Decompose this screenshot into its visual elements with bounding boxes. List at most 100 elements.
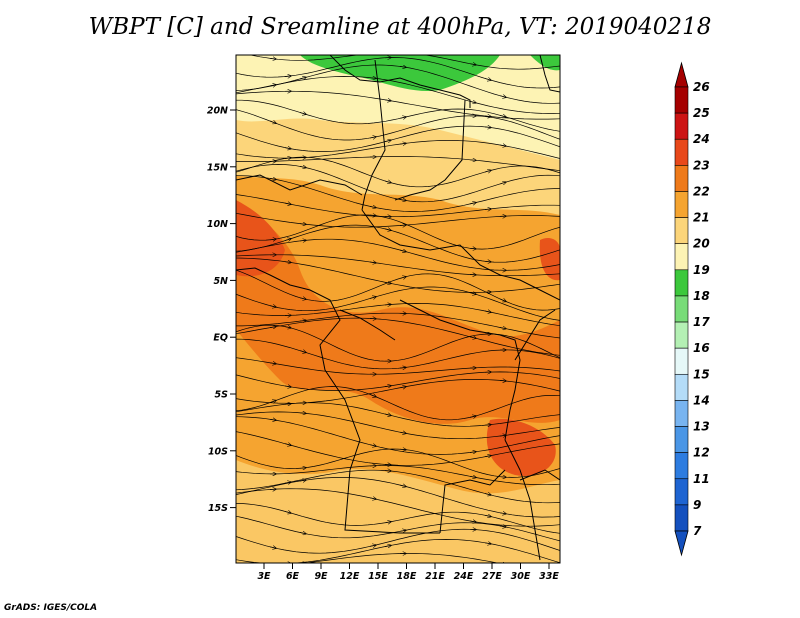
streamline-arrow (484, 543, 491, 544)
field-pale-north (236, 55, 560, 160)
streamline-arrow (399, 200, 406, 201)
streamline-arrow (370, 53, 376, 54)
streamline-arrow (384, 304, 391, 305)
lat-tick-label: 10N (207, 219, 228, 230)
streamline-arrow (299, 468, 306, 469)
streamline-arrow (299, 320, 306, 321)
colorbar-label: 25 (693, 106, 710, 120)
streamline-arrow (399, 449, 406, 450)
colorbar-swatch (674, 243, 689, 271)
lon-tick-label: 21E (425, 571, 445, 582)
colorbar-bottom-arrow (674, 530, 689, 557)
streamline-arrow (269, 121, 276, 123)
lat-tick-label: 15N (207, 162, 228, 173)
streamline-arrow (484, 116, 491, 117)
streamline-arrow (369, 545, 376, 546)
streamline-arrow (269, 327, 276, 328)
streamline-arrow (399, 387, 406, 388)
streamline-arrow (469, 64, 476, 65)
streamline-arrow (384, 140, 391, 142)
lat-tick-label: 10S (208, 446, 228, 457)
colorbar-swatch (674, 165, 689, 192)
streamline (303, 553, 500, 563)
streamline (236, 156, 560, 172)
streamline-arrow (299, 351, 306, 353)
streamline-arrow (469, 452, 476, 453)
streamline-arrow (399, 367, 406, 368)
streamline-arrow (269, 363, 276, 364)
colorbar-swatch (674, 191, 689, 218)
streamline-arrow (284, 148, 291, 149)
lon-tick-label: 9E (314, 571, 328, 582)
streamline (236, 317, 560, 356)
streamline-arrow (499, 513, 506, 514)
streamline-arrow (284, 203, 291, 204)
streamline-arrow (484, 456, 491, 457)
streamline-arrow (269, 419, 276, 420)
streamline-arrow (269, 306, 276, 308)
lon-tick-label: 27E (482, 571, 502, 582)
colorbar-top-arrow (674, 61, 689, 88)
streamline-arrow (269, 547, 276, 548)
field-green-north (300, 55, 500, 92)
streamline-arrow (269, 178, 276, 179)
streamline-arrow (499, 299, 506, 302)
streamline-arrow (369, 215, 376, 216)
streamline-arrow (299, 413, 306, 414)
colorbar-label: 21 (693, 211, 710, 225)
colorbar-label: 13 (693, 420, 710, 434)
field-red-orange-east (539, 238, 560, 281)
streamline-arrow (384, 522, 391, 523)
map-panel (236, 53, 560, 563)
streamline-arrow (484, 261, 491, 262)
streamline-arrow (484, 209, 491, 210)
colorbar-swatch (674, 373, 689, 401)
streamline-arrow (299, 224, 306, 225)
streamline-arrow (469, 416, 476, 418)
streamline-arrow (284, 404, 291, 405)
lat-tick-label: 15S (208, 503, 228, 514)
latitude-axis: 20N 15N 10N 5N EQ 5S 10S 15S (207, 106, 236, 514)
colorbar-label: 17 (693, 315, 710, 329)
streamline-arrow (399, 485, 406, 487)
streamline-arrow (284, 262, 291, 263)
streamline (248, 55, 560, 70)
field-light-orange-south (236, 460, 560, 563)
streamline (236, 76, 560, 114)
streamline-arrow (484, 127, 491, 128)
streamline-arrow (284, 444, 291, 446)
streamline-arrow (484, 494, 491, 496)
streamline-arrow (469, 101, 476, 103)
field-red-orange-southeast (486, 418, 556, 476)
colorbar-swatch (674, 112, 689, 140)
streamline-arrow (484, 515, 491, 516)
colorbar-label: 26 (693, 80, 710, 94)
colorbar-label: 11 (693, 472, 710, 486)
streamline-arrow (484, 78, 491, 80)
streamline (236, 528, 560, 554)
streamline (236, 357, 560, 375)
streamline (236, 465, 560, 486)
streamline-arrow (369, 137, 376, 138)
lat-tick-label: 20N (207, 106, 228, 117)
colorbar-swatch (674, 347, 689, 375)
streamline-arrow (484, 425, 491, 426)
colorbar-swatch (674, 321, 689, 349)
colorbar-label: 14 (693, 393, 710, 407)
streamline-arrow (469, 248, 476, 249)
colorbar-swatch (674, 138, 689, 166)
field-red-orange-west (236, 200, 285, 277)
lat-tick-label: 5N (213, 276, 228, 287)
streamline-arrow (469, 521, 476, 522)
streamline-arrow (269, 239, 276, 240)
streamline-arrow (384, 545, 391, 546)
streamline-arrow (369, 78, 376, 79)
streamline-arrow (299, 113, 306, 115)
field-green-northeast (530, 55, 560, 71)
lon-tick-label: 6E (286, 571, 300, 582)
chart-title: WBPT [C] and Sreamline at 400hPa, VT: 20… (88, 14, 712, 40)
streamline-arrow (499, 477, 506, 478)
streamline-arrow (269, 85, 276, 86)
streamline-arrow (499, 182, 506, 184)
